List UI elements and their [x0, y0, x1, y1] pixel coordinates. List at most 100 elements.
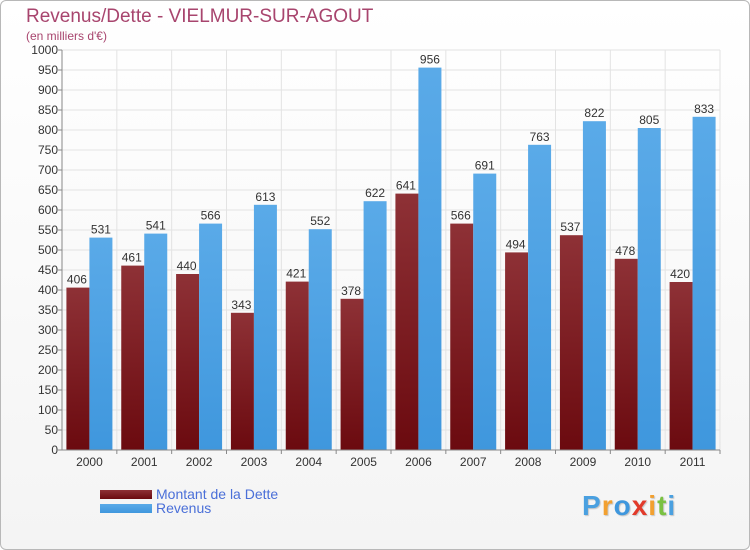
- bar-dette-2010: [614, 258, 638, 450]
- y-tick-label: 700: [38, 163, 58, 177]
- legend-item-revenus: Revenus: [100, 500, 211, 516]
- x-tick-label: 2007: [460, 455, 487, 469]
- y-tick-label: 550: [38, 223, 58, 237]
- bar-revenus-2002: [199, 223, 223, 450]
- x-tick-label: 2000: [76, 455, 103, 469]
- y-tick-label: 950: [38, 63, 58, 77]
- logo-letter: x: [631, 490, 649, 521]
- bar-revenus-2005: [363, 201, 387, 450]
- logo-letter: t: [657, 490, 668, 521]
- bar-revenus-2003: [253, 204, 277, 450]
- data-label-dette-2010: 478: [615, 244, 635, 258]
- data-label-revenus-2002: 566: [201, 209, 221, 223]
- bar-dette-2001: [121, 265, 145, 450]
- bar-dette-2007: [450, 223, 474, 450]
- bar-dette-2000: [66, 287, 90, 450]
- bar-dette-2009: [559, 235, 583, 450]
- logo-letter: r: [601, 490, 614, 521]
- legend-label-revenus: Revenus: [156, 500, 212, 516]
- y-tick-label: 500: [38, 243, 58, 257]
- bars: [66, 67, 716, 451]
- data-label-dette-2001: 461: [122, 251, 142, 265]
- data-label-revenus-2006: 956: [420, 53, 440, 67]
- bar-dette-2008: [505, 252, 529, 450]
- x-tick-label: 2009: [570, 455, 597, 469]
- data-labels: 406 531 461 541 440 566 343 613 421 552 378 622 641 9…: [67, 53, 715, 312]
- x-tick-label: 2002: [186, 455, 213, 469]
- data-label-revenus-2001: 541: [146, 219, 166, 233]
- bar-revenus-2000: [89, 237, 113, 450]
- bar-revenus-2001: [144, 233, 168, 450]
- bar-revenus-2004: [308, 229, 332, 450]
- bar-dette-2006: [395, 193, 419, 450]
- legend-swatch-dette: [100, 489, 152, 499]
- bar-revenus-2006: [418, 67, 442, 450]
- data-label-dette-2006: 641: [396, 179, 416, 193]
- y-tick-label: 1000: [31, 43, 58, 57]
- bar-dette-2002: [176, 274, 200, 450]
- data-label-revenus-2008: 763: [530, 130, 550, 144]
- data-label-dette-2007: 566: [451, 209, 471, 223]
- logo-letter: i: [667, 490, 677, 521]
- bar-revenus-2008: [528, 144, 552, 451]
- legend-item-dette: Montant de la Dette: [100, 486, 278, 502]
- proxiti-logo: Proxiti: [582, 490, 676, 522]
- data-label-revenus-2010: 805: [639, 113, 659, 127]
- data-label-dette-2005: 378: [341, 284, 361, 298]
- y-tick-label: 650: [38, 183, 58, 197]
- y-tick-label: 300: [38, 323, 58, 337]
- y-tick-label: 450: [38, 263, 58, 277]
- x-tick-label: 2003: [241, 455, 268, 469]
- y-tick-label: 900: [38, 83, 58, 97]
- y-tick-label: 250: [38, 343, 58, 357]
- data-label-revenus-2000: 531: [91, 223, 111, 237]
- logo-letter: i: [648, 490, 658, 521]
- y-tick-label: 750: [38, 143, 58, 157]
- x-tick-label: 2004: [295, 455, 322, 469]
- data-label-dette-2004: 421: [286, 267, 306, 281]
- bar-dette-2011: [669, 282, 693, 450]
- y-tick-label: 400: [38, 283, 58, 297]
- data-label-revenus-2009: 822: [584, 106, 604, 120]
- x-tick-label: 2005: [350, 455, 377, 469]
- bar-dette-2004: [285, 281, 309, 450]
- bar-revenus-2009: [582, 121, 606, 450]
- y-tick-label: 600: [38, 203, 58, 217]
- data-label-revenus-2011: 833: [694, 102, 714, 116]
- y-tick-label: 0: [51, 443, 58, 457]
- x-tick-label: 2011: [680, 455, 706, 469]
- data-label-dette-2009: 537: [560, 220, 580, 234]
- data-label-dette-2008: 494: [506, 237, 526, 251]
- y-tick-label: 50: [45, 423, 59, 437]
- data-label-revenus-2007: 691: [475, 159, 495, 173]
- data-label-revenus-2004: 552: [310, 214, 330, 228]
- x-tick-label: 2001: [131, 455, 158, 469]
- bar-dette-2003: [230, 312, 254, 450]
- data-label-dette-2011: 420: [670, 267, 690, 281]
- chart-subtitle: (en milliers d'€): [26, 29, 107, 43]
- logo-letter: P: [582, 490, 602, 521]
- data-label-revenus-2003: 613: [255, 190, 275, 204]
- y-tick-label: 150: [38, 383, 58, 397]
- x-tick-label: 2006: [405, 455, 432, 469]
- data-label-dette-2003: 343: [231, 298, 251, 312]
- y-tick-label: 100: [38, 403, 58, 417]
- chart-title: Revenus/Dette - VIELMUR-SUR-AGOUT: [26, 6, 374, 27]
- x-axis-ticks: 2000 2001 2002 2003 2004 2005 2006 2007 2008 2009…: [76, 450, 721, 469]
- y-tick-label: 350: [38, 303, 58, 317]
- legend-swatch-revenus: [100, 503, 152, 513]
- bar-dette-2005: [340, 298, 364, 450]
- data-label-dette-2000: 406: [67, 273, 87, 287]
- data-label-dette-2002: 440: [177, 259, 197, 273]
- grid-lines: [61, 49, 721, 451]
- x-tick-label: 2008: [515, 455, 542, 469]
- y-tick-label: 200: [38, 363, 58, 377]
- bar-revenus-2011: [692, 116, 716, 451]
- bar-revenus-2007: [473, 173, 497, 450]
- bar-revenus-2010: [637, 128, 661, 450]
- data-label-revenus-2005: 622: [365, 186, 385, 200]
- y-axis-ticks: 0 50 100 150 200 250 300 350 400 450 500 550 600 650 7…: [31, 43, 62, 457]
- legend-label-dette: Montant de la Dette: [156, 486, 279, 502]
- y-tick-label: 800: [38, 123, 58, 137]
